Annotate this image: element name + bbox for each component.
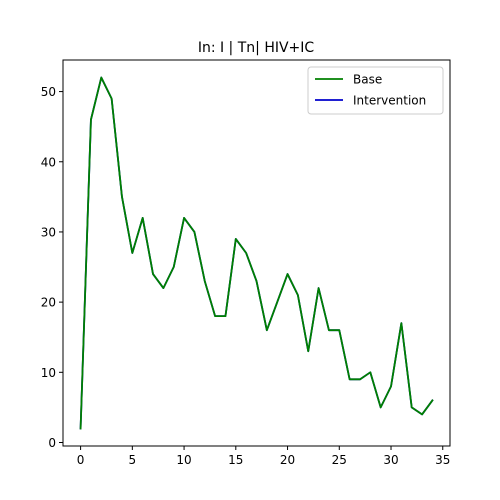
- legend: Base Intervention: [307, 66, 444, 115]
- x-tick-label: 35: [435, 453, 450, 467]
- y-tick-label: 50: [41, 85, 56, 99]
- legend-label-base: Base: [353, 73, 382, 87]
- x-tick-label: 25: [332, 453, 347, 467]
- x-tick-label: 20: [280, 453, 295, 467]
- y-tick-label: 40: [41, 155, 56, 169]
- x-tick-label: 15: [228, 453, 243, 467]
- series-layer: [79, 76, 434, 430]
- x-tick-label: 5: [129, 453, 137, 467]
- y-tick-label: 10: [41, 366, 56, 380]
- y-tick-label: 20: [41, 296, 56, 310]
- axes-layer: 0 5 10 15 20 25 30 35 0 10 20 30 40 50: [41, 59, 451, 467]
- x-tick-label: 0: [77, 453, 85, 467]
- x-tick-label: 10: [176, 453, 191, 467]
- x-tick-label: 30: [383, 453, 398, 467]
- series-line-base: [79, 76, 434, 430]
- y-tick-label: 0: [48, 436, 56, 450]
- y-tick-label: 30: [41, 225, 56, 239]
- chart-title: In: I | Tn| HIV+IC: [198, 40, 315, 56]
- legend-label-intervention: Intervention: [353, 94, 426, 108]
- plot-frame: [62, 59, 451, 447]
